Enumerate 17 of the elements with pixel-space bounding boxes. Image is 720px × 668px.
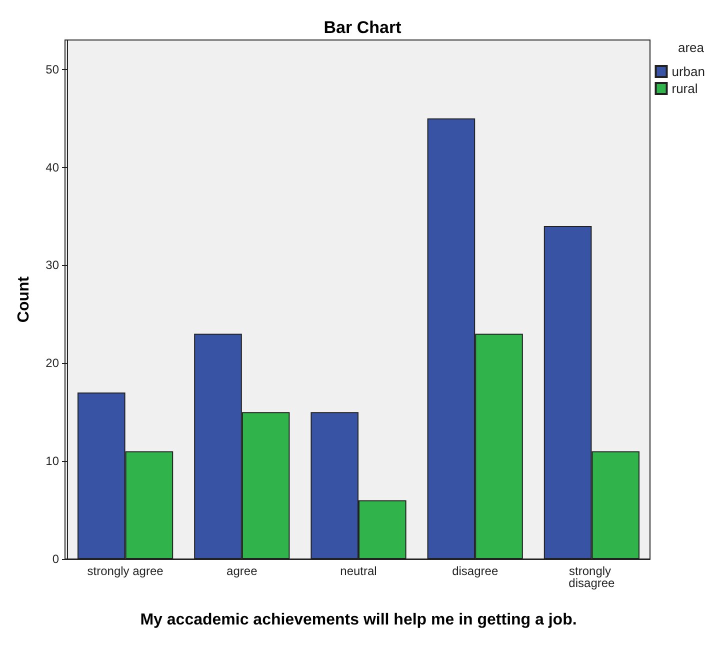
x-tick-label: strongly agree	[87, 564, 164, 578]
x-axis-title: My accademic achievements will help me in getting a job.	[140, 612, 577, 628]
x-tick-label: strongly disagree	[568, 564, 616, 590]
chart-title: Bar Chart	[324, 18, 402, 37]
legend-label: rural	[672, 81, 698, 96]
legend-label: urban	[672, 64, 705, 79]
y-tick-label: 30	[46, 258, 60, 272]
y-tick-label: 20	[46, 356, 60, 370]
x-tick-label: agree	[226, 564, 258, 578]
y-tick-label: 0	[52, 552, 60, 566]
x-tick-label: disagree	[452, 564, 498, 578]
legend-title: area	[678, 40, 705, 55]
y-axis-title: Count	[16, 276, 32, 323]
y-tick-label: 10	[46, 454, 60, 468]
y-tick-label: 40	[46, 160, 60, 174]
y-tick-label: 50	[46, 62, 60, 76]
x-tick-label: neutral	[340, 564, 377, 578]
